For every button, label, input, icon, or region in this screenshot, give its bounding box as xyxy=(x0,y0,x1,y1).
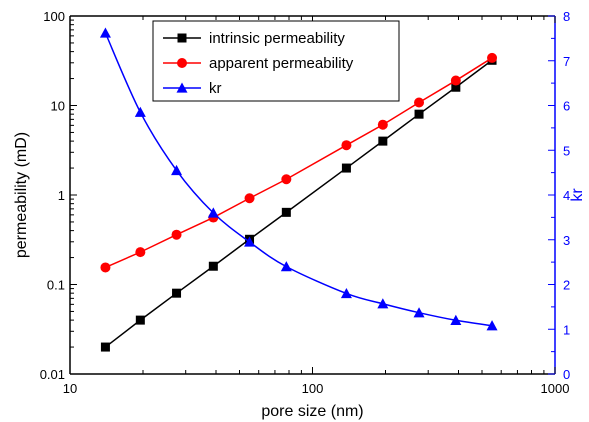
data-point-circle xyxy=(341,140,352,151)
x-axis-title: pore size (nm) xyxy=(261,403,363,420)
data-point-square xyxy=(100,342,110,352)
data-point-circle xyxy=(487,52,498,63)
y2-tick-label: 8 xyxy=(563,9,570,24)
data-point-triangle xyxy=(340,287,352,299)
data-point-square xyxy=(341,163,351,173)
data-point-circle xyxy=(377,119,388,130)
legend-marker-circle xyxy=(177,58,187,68)
data-point-triangle xyxy=(377,298,389,309)
data-point-triangle xyxy=(134,106,146,117)
legend-label: apparent permeability xyxy=(209,55,354,72)
data-point-circle xyxy=(281,174,292,185)
y-tick-label: 0.1 xyxy=(47,278,65,293)
legend: intrinsic permeability apparent permeabil… xyxy=(152,20,400,102)
data-point-square xyxy=(135,315,145,325)
y2-tick-label: 5 xyxy=(563,143,570,158)
y2-tick-label: 2 xyxy=(563,278,570,293)
y2-tick-label: 0 xyxy=(563,367,570,382)
data-point-circle xyxy=(135,247,146,258)
y-tick-label: 0.01 xyxy=(40,367,65,382)
y2-tick-label: 6 xyxy=(563,99,570,114)
data-point-triangle xyxy=(280,261,292,272)
data-point-square xyxy=(172,288,182,298)
data-point-square xyxy=(378,136,388,146)
legend-marker-triangle xyxy=(176,82,188,93)
x-tick-label: 1000 xyxy=(541,381,570,396)
data-point-square xyxy=(451,82,461,92)
legend-label: intrinsic permeability xyxy=(209,30,345,47)
data-point-square xyxy=(208,261,218,271)
y-tick-label: 10 xyxy=(51,99,65,114)
data-point-triangle xyxy=(207,207,219,218)
series-line-square xyxy=(104,59,493,348)
series-2 xyxy=(99,27,498,331)
series-layer xyxy=(99,27,498,352)
x-tick-label: 10 xyxy=(63,381,77,396)
x-tick-label: 100 xyxy=(302,381,324,396)
data-point-triangle xyxy=(99,27,111,38)
data-point-triangle xyxy=(171,164,183,176)
data-point-square xyxy=(281,207,291,217)
data-point-circle xyxy=(171,229,182,240)
y2-axis-title: kr xyxy=(569,188,586,202)
legend-marker-square xyxy=(177,33,187,43)
data-point-triangle xyxy=(244,236,256,247)
data-point-triangle xyxy=(413,307,425,318)
data-point-square xyxy=(414,109,424,119)
data-point-circle xyxy=(450,75,461,86)
y2-tick-label: 4 xyxy=(563,188,570,203)
legend-label: kr xyxy=(209,80,222,97)
y2-tick-label: 3 xyxy=(563,233,570,248)
series-1 xyxy=(100,52,498,273)
data-point-triangle xyxy=(450,314,462,325)
data-point-circle xyxy=(244,193,255,204)
data-point-circle xyxy=(414,97,425,108)
y2-tick-label: 7 xyxy=(563,54,570,69)
data-point-triangle xyxy=(486,320,498,331)
y-axis-title: permeability (mD) xyxy=(13,132,30,258)
y-tick-label: 100 xyxy=(43,9,65,24)
y2-tick-label: 1 xyxy=(563,322,570,337)
y-tick-label: 1 xyxy=(58,188,65,203)
data-point-circle xyxy=(100,262,111,273)
